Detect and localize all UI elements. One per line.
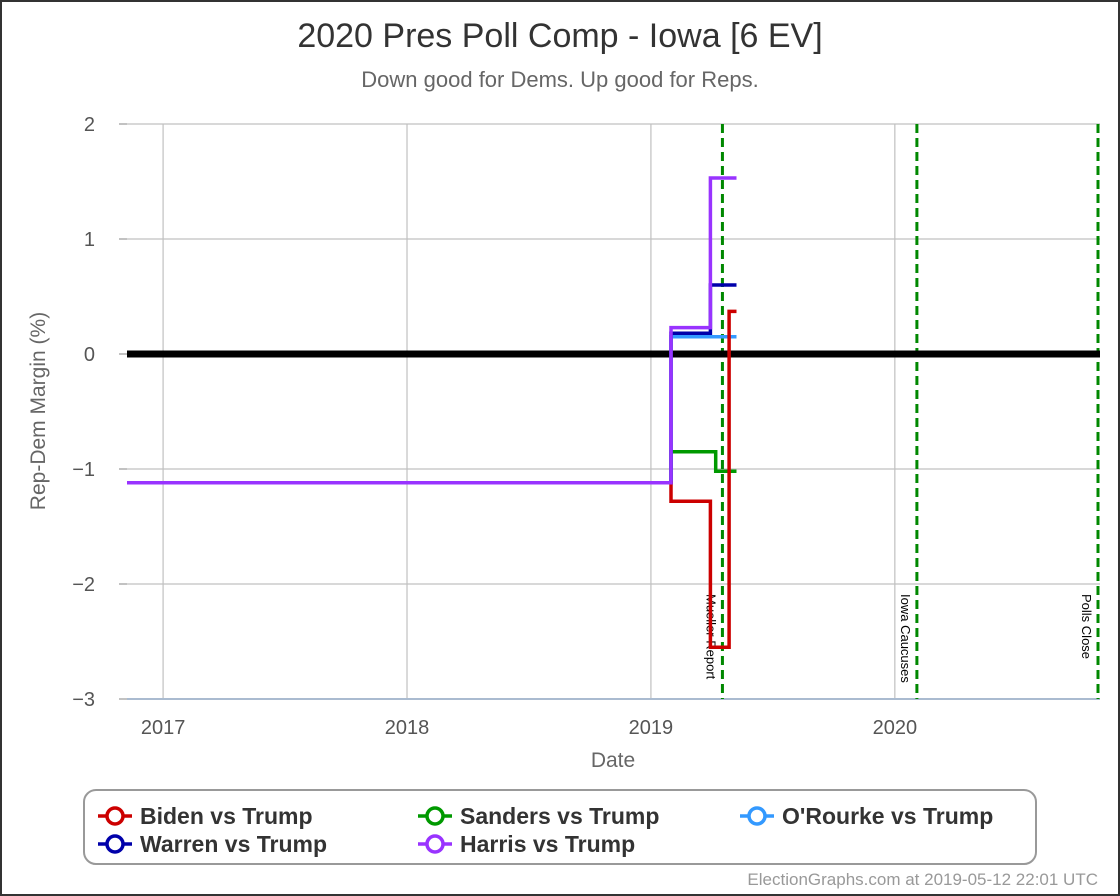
chart-title: 2020 Pres Poll Comp - Iowa [6 EV] (297, 17, 822, 55)
series-line-warren-vs-trump (127, 283, 737, 485)
axis-ticks: 2 1 0 −1 −2 −3 2017 2018 2019 2020 (72, 114, 917, 739)
legend-marker-icon (425, 834, 445, 854)
legend-label: Biden vs Trump (140, 803, 313, 829)
grid-lines (119, 123, 1100, 700)
y-tick-label: 2 (84, 114, 95, 136)
legend-marker-icon (425, 806, 445, 826)
legend-item-sanders-vs-trump[interactable]: Sanders vs Trump (418, 803, 659, 829)
legend-marker-icon (105, 834, 125, 854)
x-tick-label: 2020 (873, 717, 918, 739)
legend-marker-icon (105, 806, 125, 826)
series-line-biden-vs-trump (127, 309, 737, 650)
legend-label: Sanders vs Trump (460, 803, 659, 829)
series-line-harris-vs-trump (127, 176, 737, 485)
y-axis-title: Rep-Dem Margin (%) (27, 312, 50, 510)
y-tick-label: −3 (72, 689, 95, 711)
series-line-sanders-vs-trump (127, 450, 737, 485)
chart-subtitle: Down good for Dems. Up good for Reps. (361, 67, 758, 92)
legend-label: O'Rourke vs Trump (782, 803, 993, 829)
event-label: Iowa Caucuses (898, 594, 913, 683)
plot-series (127, 176, 737, 650)
legend-item-biden-vs-trump[interactable]: Biden vs Trump (98, 803, 313, 829)
y-tick-label: −2 (72, 574, 95, 596)
event-markers: Mueller Report Iowa Caucuses Polls Close (703, 124, 1100, 699)
legend-box (83, 789, 1037, 865)
x-tick-label: 2018 (385, 717, 430, 739)
x-tick-label: 2017 (141, 717, 186, 739)
event-label: Polls Close (1079, 594, 1094, 659)
series-line-o-rourke-vs-trump (127, 335, 737, 485)
legend-label: Harris vs Trump (460, 831, 635, 857)
legend-item-o-rourke-vs-trump[interactable]: O'Rourke vs Trump (740, 803, 993, 829)
y-tick-label: 0 (84, 344, 95, 366)
y-tick-label: 1 (84, 229, 95, 251)
credit-text: ElectionGraphs.com at 2019-05-12 22:01 U… (747, 870, 1098, 889)
legend-label: Warren vs Trump (140, 831, 327, 857)
legend: Biden vs Trump Sanders vs Trump O'Rourke v… (98, 803, 993, 857)
x-tick-label: 2019 (629, 717, 674, 739)
legend-marker-icon (747, 806, 767, 826)
legend-item-warren-vs-trump[interactable]: Warren vs Trump (98, 831, 327, 857)
legend-item-harris-vs-trump[interactable]: Harris vs Trump (418, 831, 635, 857)
y-tick-label: −1 (72, 459, 95, 481)
x-axis-title: Date (591, 749, 635, 772)
